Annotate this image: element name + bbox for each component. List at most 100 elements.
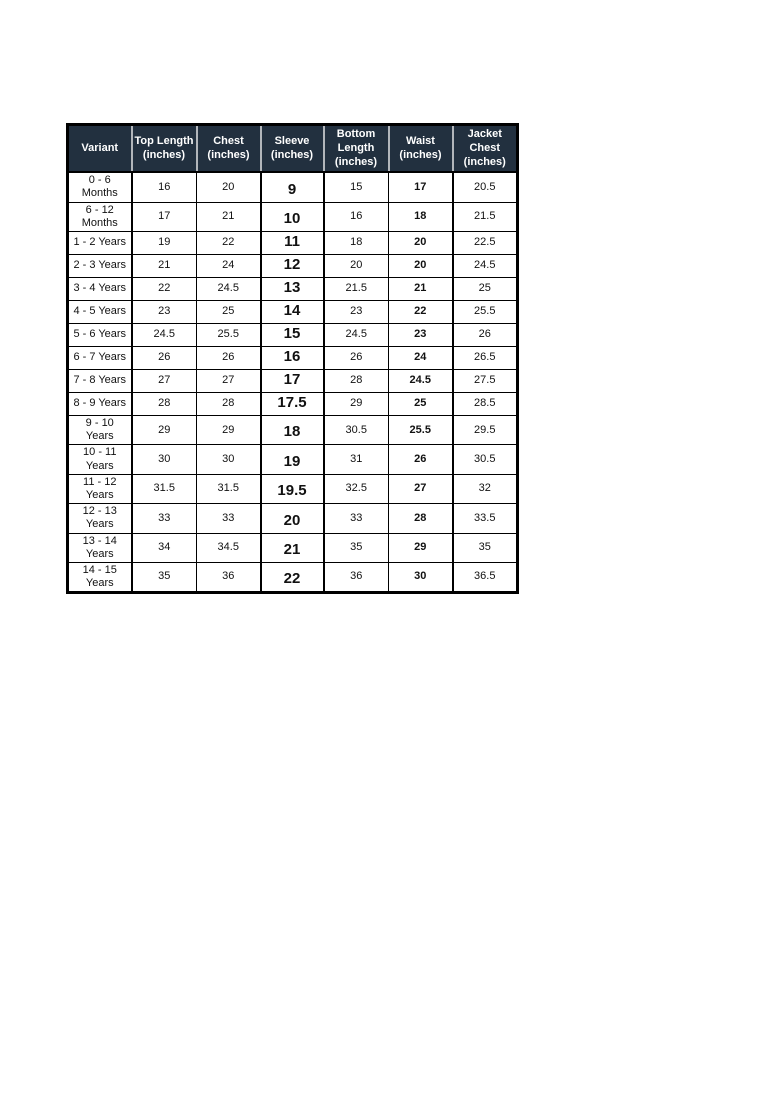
cell-waist: 25	[388, 392, 453, 416]
cell-variant: 0 - 6 Months	[67, 171, 133, 203]
cell-chest: 25	[196, 300, 261, 324]
table-row: 13 - 14 Years 34 34.5 21 35 29 35	[67, 532, 518, 563]
cell-sleeve: 15	[259, 323, 325, 347]
cell-chest: 22	[196, 231, 261, 255]
cell-variant: 12 - 13 Years	[67, 503, 133, 534]
cell-bottom-length: 18	[323, 231, 389, 255]
cell-bottom-length: 29	[323, 392, 389, 416]
cell-chest: 25.5	[196, 323, 261, 347]
cell-sleeve: 18	[259, 414, 325, 446]
cell-chest: 30	[196, 444, 261, 475]
cell-top-length: 23	[131, 300, 197, 324]
cell-waist: 18	[388, 201, 453, 233]
column-header-sleeve: Sleeve (inches)	[259, 124, 324, 174]
cell-jacket-chest: 26	[451, 323, 518, 347]
size-chart-table: Variant Top Length (inches) Chest (inches)…	[66, 123, 519, 595]
cell-sleeve: 10	[259, 201, 325, 233]
cell-chest: 33	[196, 503, 261, 534]
cell-jacket-chest: 29.5	[451, 414, 518, 446]
table-row: 0 - 6 Months 16 20 9 15 17 20.5	[67, 171, 518, 203]
cell-waist: 27	[388, 473, 453, 505]
size-chart-header: Variant Top Length (inches) Chest (inches)…	[67, 124, 518, 174]
column-header-chest: Chest (inches)	[195, 124, 261, 174]
cell-top-length: 21	[131, 254, 197, 278]
cell-sleeve: 16	[259, 346, 325, 370]
cell-sleeve: 19	[259, 444, 325, 475]
cell-sleeve: 21	[259, 532, 325, 563]
cell-waist: 28	[388, 503, 453, 534]
cell-waist: 30	[388, 561, 453, 594]
cell-variant: 2 - 3 Years	[67, 254, 133, 278]
cell-variant: 7 - 8 Years	[67, 369, 133, 393]
cell-chest: 26	[196, 346, 261, 370]
cell-sleeve: 19.5	[259, 473, 325, 505]
cell-chest: 28	[196, 392, 261, 416]
cell-bottom-length: 36	[323, 561, 389, 594]
size-chart-body: 0 - 6 Months 16 20 9 15 17 20.5 6 - 12 Months 17…	[67, 171, 518, 594]
table-row: 9 - 10 Years 29 29 18 30.5 25.5 29.5	[67, 414, 518, 446]
cell-sleeve: 22	[259, 561, 325, 594]
cell-waist: 22	[388, 300, 453, 324]
cell-sleeve: 17.5	[259, 392, 325, 416]
cell-top-length: 22	[131, 277, 197, 301]
cell-bottom-length: 23	[323, 300, 389, 324]
column-header-top-length: Top Length (inches)	[130, 124, 197, 174]
cell-variant: 14 - 15 Years	[67, 561, 133, 594]
cell-chest: 21	[196, 201, 261, 233]
cell-waist: 24	[388, 346, 453, 370]
cell-top-length: 19	[131, 231, 197, 255]
cell-variant: 6 - 7 Years	[67, 346, 133, 370]
table-row: 2 - 3 Years 21 24 12 20 20 24.5	[67, 254, 518, 278]
cell-bottom-length: 33	[323, 503, 389, 534]
column-header-variant: Variant	[67, 124, 132, 174]
table-row: 7 - 8 Years 27 27 17 28 24.5 27.5	[67, 369, 518, 393]
cell-jacket-chest: 35	[451, 532, 518, 563]
cell-jacket-chest: 28.5	[451, 392, 518, 416]
cell-bottom-length: 20	[323, 254, 389, 278]
cell-top-length: 27	[131, 369, 197, 393]
cell-top-length: 28	[131, 392, 197, 416]
cell-jacket-chest: 22.5	[451, 231, 518, 255]
cell-sleeve: 9	[259, 171, 325, 203]
column-header-waist: Waist (inches)	[387, 124, 453, 174]
header-row: Variant Top Length (inches) Chest (inches)…	[67, 124, 518, 174]
cell-waist: 17	[388, 171, 453, 203]
table-row: 14 - 15 Years 35 36 22 36 30 36.5	[67, 561, 518, 594]
table-row: 6 - 12 Months 17 21 10 16 18 21.5	[67, 201, 518, 233]
cell-waist: 24.5	[388, 369, 453, 393]
cell-sleeve: 13	[259, 277, 325, 301]
cell-variant: 1 - 2 Years	[67, 231, 133, 255]
cell-jacket-chest: 33.5	[451, 503, 518, 534]
table-row: 11 - 12 Years 31.5 31.5 19.5 32.5 27 32	[67, 473, 518, 505]
cell-bottom-length: 32.5	[323, 473, 389, 505]
cell-waist: 21	[388, 277, 453, 301]
cell-top-length: 35	[131, 561, 197, 594]
cell-bottom-length: 35	[323, 532, 389, 563]
cell-jacket-chest: 36.5	[451, 561, 518, 594]
cell-top-length: 30	[131, 444, 197, 475]
cell-variant: 13 - 14 Years	[67, 532, 133, 563]
cell-variant: 9 - 10 Years	[67, 414, 133, 446]
cell-bottom-length: 24.5	[323, 323, 389, 347]
cell-bottom-length: 31	[323, 444, 389, 475]
cell-chest: 27	[196, 369, 261, 393]
table-row: 10 - 11 Years 30 30 19 31 26 30.5	[67, 444, 518, 475]
cell-variant: 4 - 5 Years	[67, 300, 133, 324]
cell-jacket-chest: 21.5	[451, 201, 518, 233]
cell-jacket-chest: 20.5	[451, 171, 518, 203]
cell-top-length: 26	[131, 346, 197, 370]
cell-top-length: 24.5	[131, 323, 197, 347]
table-row: 3 - 4 Years 22 24.5 13 21.5 21 25	[67, 277, 518, 301]
cell-variant: 5 - 6 Years	[67, 323, 133, 347]
cell-top-length: 31.5	[131, 473, 197, 505]
cell-jacket-chest: 25	[451, 277, 518, 301]
cell-bottom-length: 21.5	[323, 277, 389, 301]
cell-jacket-chest: 24.5	[451, 254, 518, 278]
cell-bottom-length: 30.5	[323, 414, 389, 446]
cell-top-length: 17	[131, 201, 197, 233]
cell-waist: 20	[388, 254, 453, 278]
cell-sleeve: 11	[259, 231, 325, 255]
cell-waist: 26	[388, 444, 453, 475]
cell-jacket-chest: 32	[451, 473, 518, 505]
